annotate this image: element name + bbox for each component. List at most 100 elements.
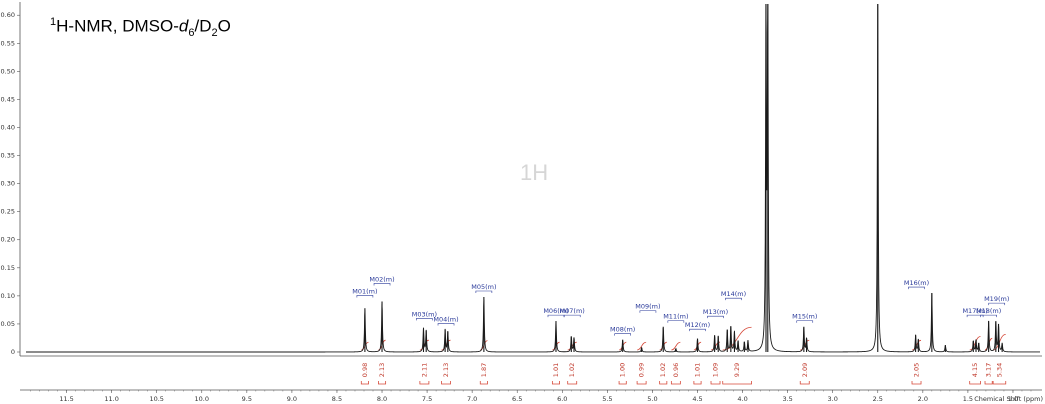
- watermark-label: 1H: [520, 160, 548, 185]
- multiplet-label: M18(m): [976, 307, 1001, 315]
- multiplet-bracket: [707, 315, 724, 319]
- x-tick-label: 5.5: [602, 395, 612, 403]
- integral-value: 2.13: [378, 363, 386, 377]
- integral-value: 2.13: [442, 363, 450, 377]
- multiplet-label: M17(m): [962, 307, 987, 315]
- x-tick-label: 11.5: [59, 395, 73, 403]
- y-tick-label: 0.35: [1, 152, 15, 160]
- integral-value: 3.17: [985, 363, 993, 377]
- integral-value: 9.29: [733, 363, 741, 377]
- multiplet-bracket: [614, 333, 631, 336]
- y-tick-label: 0.20: [1, 236, 15, 244]
- integral-bracket: [567, 381, 578, 385]
- integral-curves: [361, 326, 1006, 351]
- y-tick-label: 0.05: [1, 320, 15, 328]
- multiplet-label: M04(m): [433, 316, 458, 324]
- x-tick-label: 2.5: [873, 395, 883, 403]
- y-tick-label: 0.60: [1, 11, 15, 19]
- multiplet-bracket: [356, 295, 374, 298]
- integral-value: 1.87: [480, 363, 488, 377]
- multiplet-label: M01(m): [352, 287, 377, 295]
- multiplet-bracket: [980, 314, 997, 318]
- integral-value: 2.05: [913, 363, 921, 377]
- integral-bracket: [360, 381, 369, 385]
- integral-bars: 0.98 2.13 2.11 2.13 1.87 1.01 1.02 1.00 0.99 1.02…: [360, 363, 1007, 385]
- integral-value: 1.02: [659, 363, 667, 377]
- x-axis-title: Chemical Shift (ppm): [974, 395, 1043, 403]
- integral-bracket: [693, 381, 702, 385]
- integral-bracket: [670, 381, 681, 385]
- multiplet-label: M11(m): [663, 313, 688, 321]
- integral-bracket: [722, 381, 752, 385]
- integral-bracket: [378, 381, 387, 385]
- multiplet-bracket: [796, 320, 814, 323]
- multiplet-label: M19(m): [984, 295, 1009, 303]
- multiplet-label: M16(m): [904, 279, 929, 287]
- x-tick-label: 3.5: [782, 395, 792, 403]
- integral-value: 1.02: [568, 363, 576, 377]
- y-tick-label: 0.10: [1, 292, 15, 300]
- multiplet-bracket: [563, 314, 581, 318]
- multiplet-label: M13(m): [703, 308, 728, 316]
- x-tick-label: 9.0: [287, 395, 297, 403]
- multiplet-bracket: [908, 286, 925, 290]
- multiplet-bracket: [547, 314, 565, 318]
- integral-value: 5.34: [995, 363, 1003, 377]
- integral-value: 0.96: [672, 363, 680, 377]
- spectrum-trace: [26, 3, 1040, 353]
- y-tick-label: 0.50: [1, 67, 15, 75]
- integral-value: 2.11: [420, 363, 428, 377]
- x-tick-label: 4.0: [737, 395, 747, 403]
- multiplet-bracket: [475, 290, 493, 293]
- x-tick-label: 11.0: [104, 395, 118, 403]
- integral-bracket: [911, 381, 922, 385]
- multiplet-label: M09(m): [635, 303, 660, 311]
- integral-value: 4.15: [971, 363, 979, 377]
- x-tick-label: 8.0: [377, 395, 387, 403]
- x-tick-label: 7.5: [422, 395, 432, 403]
- y-tick-label: 0.55: [1, 39, 15, 47]
- integral-value: 1.01: [693, 363, 701, 377]
- integral-value: 1.09: [712, 363, 720, 377]
- multiplet-bracket: [725, 297, 742, 301]
- integral-bracket: [710, 381, 721, 385]
- x-tick-label: 6.0: [557, 395, 567, 403]
- multiplet-label: M07(m): [560, 307, 585, 315]
- multiplet-bracket: [437, 323, 455, 326]
- multiplet-bracket: [966, 314, 984, 318]
- spectrum-line: [26, 3, 1040, 353]
- multiplet-label: M05(m): [471, 283, 496, 291]
- integral-bracket: [992, 381, 1007, 385]
- y-tick-label: 0.40: [1, 123, 15, 131]
- integral-bracket: [799, 381, 810, 385]
- integral-value: 0.99: [638, 363, 646, 377]
- integral-bracket: [659, 381, 668, 385]
- integral-value: 1.01: [552, 363, 560, 377]
- x-tick-label: 10.0: [195, 395, 209, 403]
- x-tick-label: 7.0: [467, 395, 477, 403]
- x-tick-label: 5.0: [647, 395, 657, 403]
- x-tick-label: 8.5: [332, 395, 342, 403]
- multiplet-labels: M01(m) M02(m) M03(m)M04(m) M05(m) M06(m)M07(…: [352, 275, 1009, 336]
- y-tick-label: 0.45: [1, 95, 15, 103]
- integral-bracket: [636, 381, 647, 385]
- integral-bracket: [551, 381, 560, 385]
- multiplet-label: M14(m): [721, 290, 746, 298]
- x-axis: 11.5 11.0 10.5 10.0 9.5 9.0 8.5 8.0 7.5 7.0 6.5 6.0…: [20, 355, 1043, 403]
- integral-value: 1.00: [619, 363, 627, 377]
- x-tick-label: 1.0: [1008, 395, 1018, 403]
- y-tick-label: 0.30: [1, 180, 15, 188]
- integral-bracket: [984, 381, 993, 385]
- x-tick-label: 4.5: [692, 395, 702, 403]
- integral-bracket: [479, 381, 488, 385]
- integral-bracket: [441, 381, 451, 385]
- integral-bracket: [618, 381, 627, 385]
- y-tick-label: 0: [11, 348, 15, 356]
- multiplet-label: M12(m): [685, 321, 710, 329]
- multiplet-label: M08(m): [610, 326, 635, 334]
- x-tick-label: 9.5: [242, 395, 252, 403]
- multiplet-bracket: [988, 302, 1006, 306]
- multiplet-bracket: [639, 310, 657, 313]
- x-tick-label: 1.5: [963, 395, 973, 403]
- y-tick-label: 0.15: [1, 264, 15, 272]
